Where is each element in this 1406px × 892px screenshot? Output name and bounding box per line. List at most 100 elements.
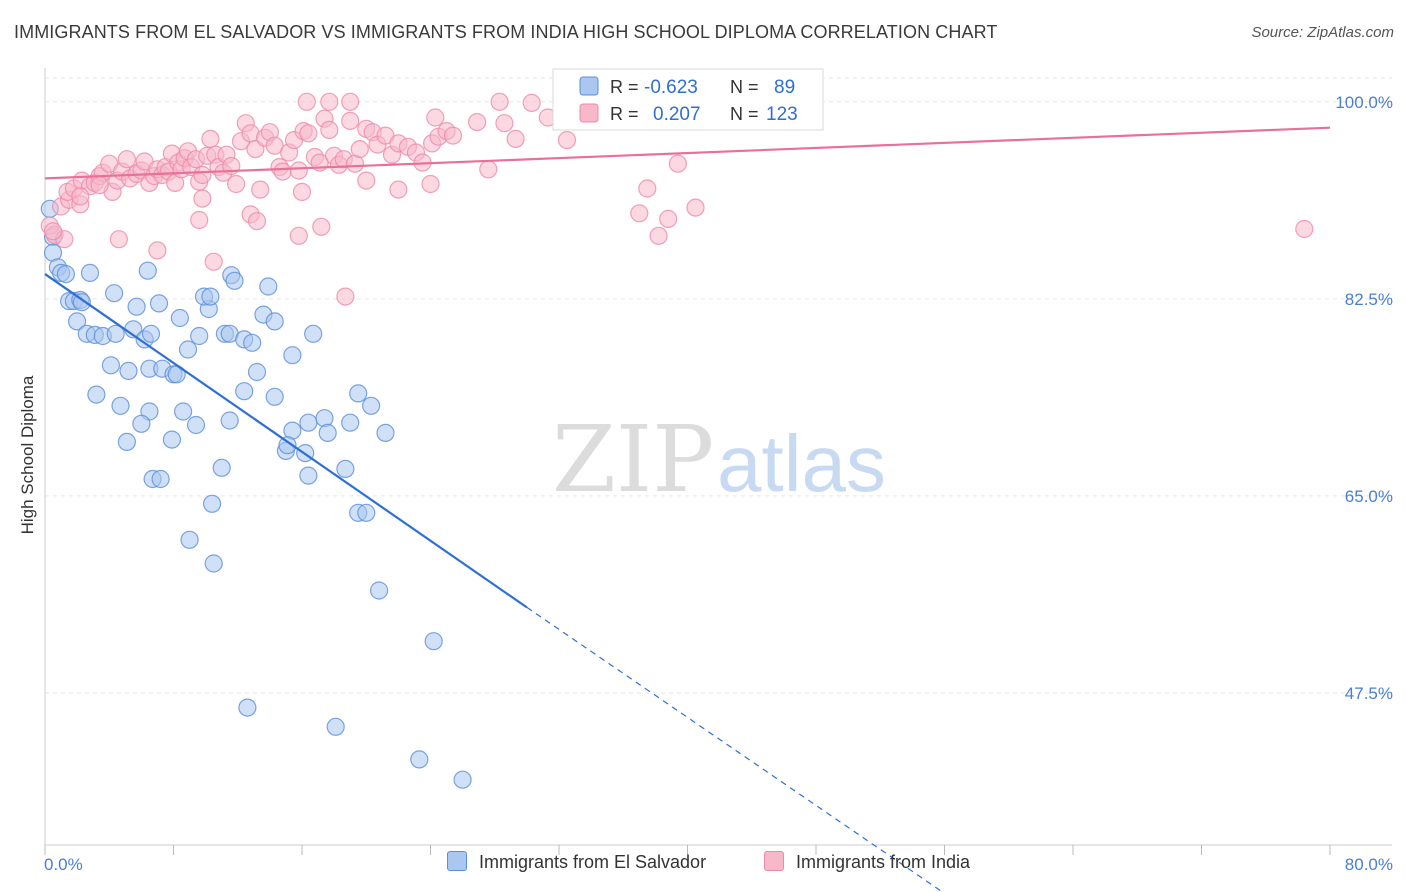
point-el-salvador-67: [278, 436, 297, 455]
point-el-salvador-63: [117, 432, 137, 451]
point-india-113: [320, 92, 339, 111]
point-india-105: [336, 287, 355, 306]
point-el-salvador-14: [127, 297, 146, 316]
point-el-salvador-13: [149, 294, 169, 313]
legend-r-value-1: -0.623: [644, 77, 698, 98]
legend-n-value-1: 89: [774, 77, 795, 98]
point-el-salvador-42: [101, 356, 121, 375]
point-el-salvador-78: [204, 554, 223, 573]
point-el-salvador-36: [243, 333, 262, 352]
legend-item-india: Immigrants from India: [764, 851, 970, 873]
point-india-99: [190, 210, 209, 230]
point-india-116: [490, 92, 509, 111]
point-el-salvador-76: [357, 503, 376, 522]
point-india-121: [90, 176, 109, 195]
point-india-59: [289, 161, 308, 180]
point-el-salvador-73: [151, 469, 170, 489]
point-el-salvador-57: [315, 409, 334, 428]
trend-line-india: [44, 126, 1331, 180]
point-india-115: [297, 92, 316, 111]
point-el-salvador-59: [341, 413, 360, 432]
point-el-salvador-69: [299, 466, 318, 485]
point-el-salvador-38: [283, 346, 302, 365]
point-el-salvador-39: [304, 324, 323, 343]
point-el-salvador-53: [235, 382, 254, 401]
point-el-salvador-27: [201, 287, 220, 306]
point-india-118: [557, 131, 577, 150]
point-el-salvador-48: [111, 396, 130, 415]
legend-r-value-2: 0.207: [653, 104, 701, 125]
point-el-salvador-81: [238, 698, 257, 717]
point-el-salvador-74: [203, 494, 222, 513]
point-india-71: [350, 140, 369, 159]
point-el-salvador-11: [104, 284, 124, 303]
point-india-107: [630, 204, 649, 223]
point-el-salvador-12: [138, 261, 157, 280]
point-el-salvador-50: [174, 402, 193, 421]
point-el-salvador-71: [212, 458, 231, 477]
point-india-65: [320, 120, 339, 139]
point-india-102: [204, 252, 223, 271]
legend-r-label-2: R =: [610, 104, 639, 124]
point-el-salvador-64: [132, 414, 151, 433]
legend-swatch-el-salvador: [579, 76, 599, 96]
point-india-88: [506, 129, 525, 148]
point-el-salvador-65: [162, 430, 181, 449]
point-el-salvador-79: [370, 581, 389, 600]
point-india-104: [312, 217, 331, 236]
axes: [44, 68, 1392, 855]
watermark-zip: ZIP: [552, 406, 714, 513]
point-el-salvador-60: [349, 384, 368, 403]
point-india-122: [71, 187, 90, 206]
point-el-salvador-23: [141, 324, 161, 343]
point-el-salvador-47: [87, 385, 106, 404]
point-el-salvador-24: [190, 326, 209, 346]
point-el-salvador-62: [376, 423, 395, 442]
point-india-38: [193, 165, 212, 185]
legend-label-india: Immigrants from India: [796, 852, 971, 872]
point-el-salvador-84: [453, 770, 472, 789]
legend-r-label-1: R =: [610, 77, 639, 97]
point-india-61: [299, 124, 318, 143]
point-india-95: [421, 174, 440, 194]
point-india-18: [117, 150, 137, 169]
point-india-96: [292, 182, 312, 201]
source-label: Source: ZipAtlas.com: [1251, 24, 1394, 41]
point-el-salvador-29: [225, 271, 244, 290]
legend-swatch-blue: [447, 851, 467, 871]
data-points: [40, 92, 1314, 789]
point-india-112: [1295, 219, 1314, 239]
trend-line-el-salvador: [44, 273, 528, 609]
point-india-87: [495, 114, 514, 133]
point-el-salvador-70: [336, 459, 355, 478]
point-india-46: [227, 174, 246, 194]
y-tick-label-0: 100.0%: [1335, 93, 1393, 112]
point-el-salvador-37: [247, 362, 267, 382]
point-india-40: [201, 129, 220, 148]
point-india-110: [668, 154, 688, 173]
point-india-93: [357, 171, 376, 190]
point-el-salvador-56: [299, 413, 318, 432]
point-india-117: [426, 108, 445, 127]
point-el-salvador-41: [119, 361, 138, 380]
x-tick-label-0: 0.0%: [44, 855, 83, 874]
point-india-101: [148, 241, 167, 260]
y-tick-label-2: 65.0%: [1345, 487, 1393, 506]
point-india-106: [638, 179, 657, 198]
chart-title: IMMIGRANTS FROM EL SALVADOR VS IMMIGRANT…: [14, 22, 998, 42]
point-el-salvador-15: [170, 308, 189, 328]
point-india-56: [273, 162, 292, 181]
legend-n-label-1: N =: [730, 77, 759, 97]
point-india-51: [251, 180, 270, 199]
point-el-salvador-54: [265, 387, 284, 406]
point-el-salvador-5: [56, 265, 76, 284]
point-el-salvador-80: [424, 632, 443, 651]
trend-lines: [44, 126, 1331, 892]
point-india-111: [686, 198, 705, 217]
point-india-98: [247, 212, 267, 231]
point-india-114: [341, 92, 360, 111]
point-el-salvador-83: [410, 750, 429, 769]
watermark-atlas: atlas: [717, 419, 886, 508]
watermark: ZIP atlas: [552, 406, 886, 513]
